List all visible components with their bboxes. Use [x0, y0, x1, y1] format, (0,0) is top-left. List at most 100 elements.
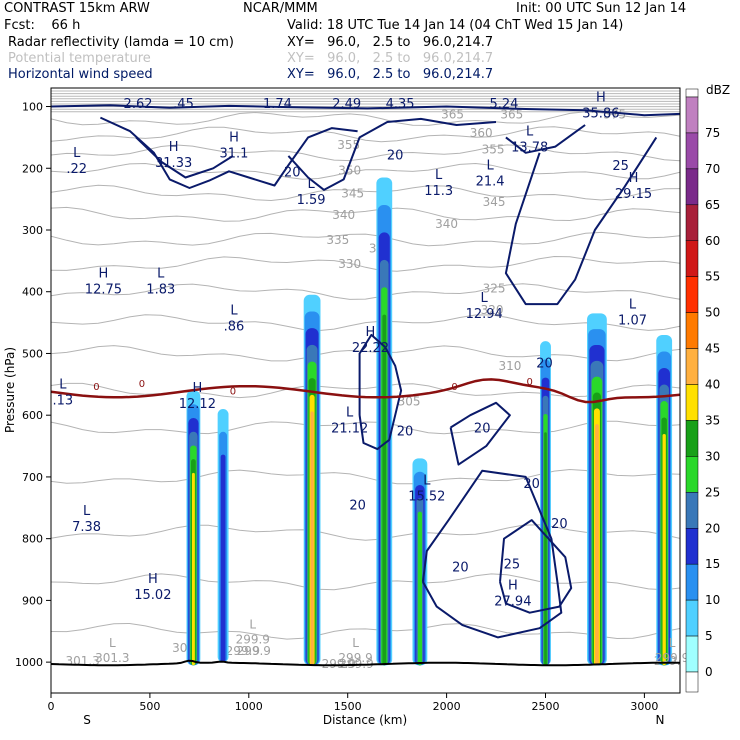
y-tick-label: 900 [22, 594, 43, 607]
colorbar-unit: dBZ [706, 83, 730, 97]
extremum-marker: L [249, 618, 256, 632]
theta-label: 365 [441, 108, 464, 122]
theta-contour-line [51, 283, 680, 300]
extremum-marker: H [629, 171, 639, 186]
extremum-marker: H [366, 325, 376, 340]
theta-contour-line [51, 524, 680, 541]
theta-contour-line [51, 468, 680, 485]
theta-label: 305 [398, 395, 421, 409]
extremum-value: 35.86 [582, 107, 619, 122]
wind-contour-line [499, 519, 573, 614]
extremum-marker: L [346, 405, 354, 420]
extremum-value: 13.78 [511, 141, 548, 156]
colorbar-tick-label: 60 [705, 234, 720, 248]
theta-label: 340 [435, 217, 458, 231]
field-1-xy: XY= 96.0, 2.5 to 96.0,214.7 [287, 35, 494, 50]
reflectivity-cell [220, 454, 226, 663]
field-2-xy: XY= 96.0, 2.5 to 96.0,214.7 [287, 51, 494, 66]
y-tick-label: 1000 [15, 656, 43, 669]
wind-contour-line [504, 136, 658, 306]
theta-label: 325 [483, 282, 506, 296]
wind-contour-label: 20 [523, 477, 540, 492]
extremum-value: 11.3 [424, 184, 453, 199]
extremum-marker: H [192, 381, 202, 396]
wind-contour-label: 20 [452, 560, 469, 575]
wind-contour-line [99, 116, 358, 189]
reflectivity-cell [544, 432, 547, 666]
colorbar-swatch [685, 420, 699, 457]
field-1-name: Radar reflectivity (lamda = 10 cm) [8, 35, 234, 50]
colorbar-tick-label: 0 [705, 665, 713, 679]
extremum-value: 299.9 [236, 633, 270, 647]
theta-label: 345 [483, 195, 506, 209]
extremum-marker: L [435, 168, 443, 183]
extremum-value: 27.94 [494, 594, 531, 609]
theta-label: 350 [338, 164, 361, 178]
extremum-value: 31.1 [219, 147, 248, 162]
terrain [51, 659, 680, 667]
x-end-label-south: S [83, 713, 91, 727]
wind-contour-label: 20 [284, 165, 301, 180]
freezing-level-label: 0 [230, 387, 236, 398]
colorbar-tick-label: 20 [705, 521, 720, 535]
colorbar-swatch [685, 168, 699, 206]
colorbar-tick-label: 15 [705, 557, 720, 571]
extremum-value: 21.4 [476, 175, 505, 190]
y-tick-label: 100 [22, 101, 43, 114]
colorbar-swatch [685, 563, 699, 601]
theta-contour-line [51, 622, 680, 640]
extremum-marker: L [486, 159, 494, 174]
colorbar-tick-label: 75 [705, 126, 720, 140]
wind-contour-label: 20 [349, 499, 366, 514]
colorbar-below [685, 671, 699, 693]
top-wind-label: 2.62 [124, 97, 153, 112]
reflectivity-cell [382, 314, 387, 666]
colorbar-tick-label: 55 [705, 270, 720, 284]
colorbar-tick-label: 70 [705, 162, 720, 176]
extremum-marker: L [352, 636, 359, 650]
colorbar-tick-label: 45 [705, 342, 720, 356]
extremum-marker: H [596, 91, 606, 106]
extremum-marker: L [307, 177, 315, 192]
colorbar-swatch [685, 240, 699, 277]
theta-label: 375 [603, 108, 626, 122]
extremum-marker: H [169, 140, 179, 155]
y-tick-label: 700 [22, 471, 43, 484]
colorbar-swatch [685, 348, 699, 385]
colorbar-swatch [685, 456, 699, 493]
theta-label: 299.9 [322, 657, 356, 671]
theta-contour-line [51, 345, 680, 362]
colorbar-tick-label: 5 [705, 629, 713, 643]
extremum-value: 299.9 [655, 651, 689, 665]
wind-contour-line [51, 104, 680, 117]
theta-label: 299.9 [226, 644, 260, 658]
theta-contour-line [51, 231, 680, 247]
theta-contour-line [51, 111, 680, 126]
init-time: Init: 00 UTC Sun 12 Jan 14 [516, 1, 687, 16]
colorbar-swatch [685, 384, 699, 421]
wind-contour-line [449, 401, 511, 466]
freezing-level: 0 0 0 0 0 [51, 377, 680, 404]
x-end-label-north: N [656, 713, 665, 727]
y-axis-label: Pressure (hPa) [3, 347, 17, 433]
colorbar-swatch [685, 204, 699, 241]
colorbar-swatch [685, 96, 699, 134]
reflectivity-cell [310, 411, 314, 666]
chart-header: CONTRAST 15km ARW NCAR/MMM Init: 00 UTC … [0, 0, 740, 86]
x-tick-label: 1500 [334, 700, 362, 713]
extremum-value: 22.22 [352, 341, 389, 356]
extremum-marker: L [73, 146, 81, 161]
wind-contour-label: 20 [474, 422, 491, 437]
wind-contour-label: 25 [612, 159, 629, 174]
top-wind-label: 5.24 [489, 97, 518, 112]
wind-contour-label: 20 [536, 357, 553, 372]
theta-contour-line [51, 184, 680, 202]
extremum-marker: L [526, 125, 534, 140]
extremum-value: 21.12 [331, 421, 368, 436]
theta-contour-line [51, 420, 680, 435]
wind-speed-contours: 20 20 25 20 20 20 20 20 20 25 20 [51, 104, 680, 639]
wind-contour-label: 25 [504, 557, 521, 572]
x-tick-label: 3000 [630, 700, 658, 713]
top-wind-label: 2.49 [332, 97, 361, 112]
